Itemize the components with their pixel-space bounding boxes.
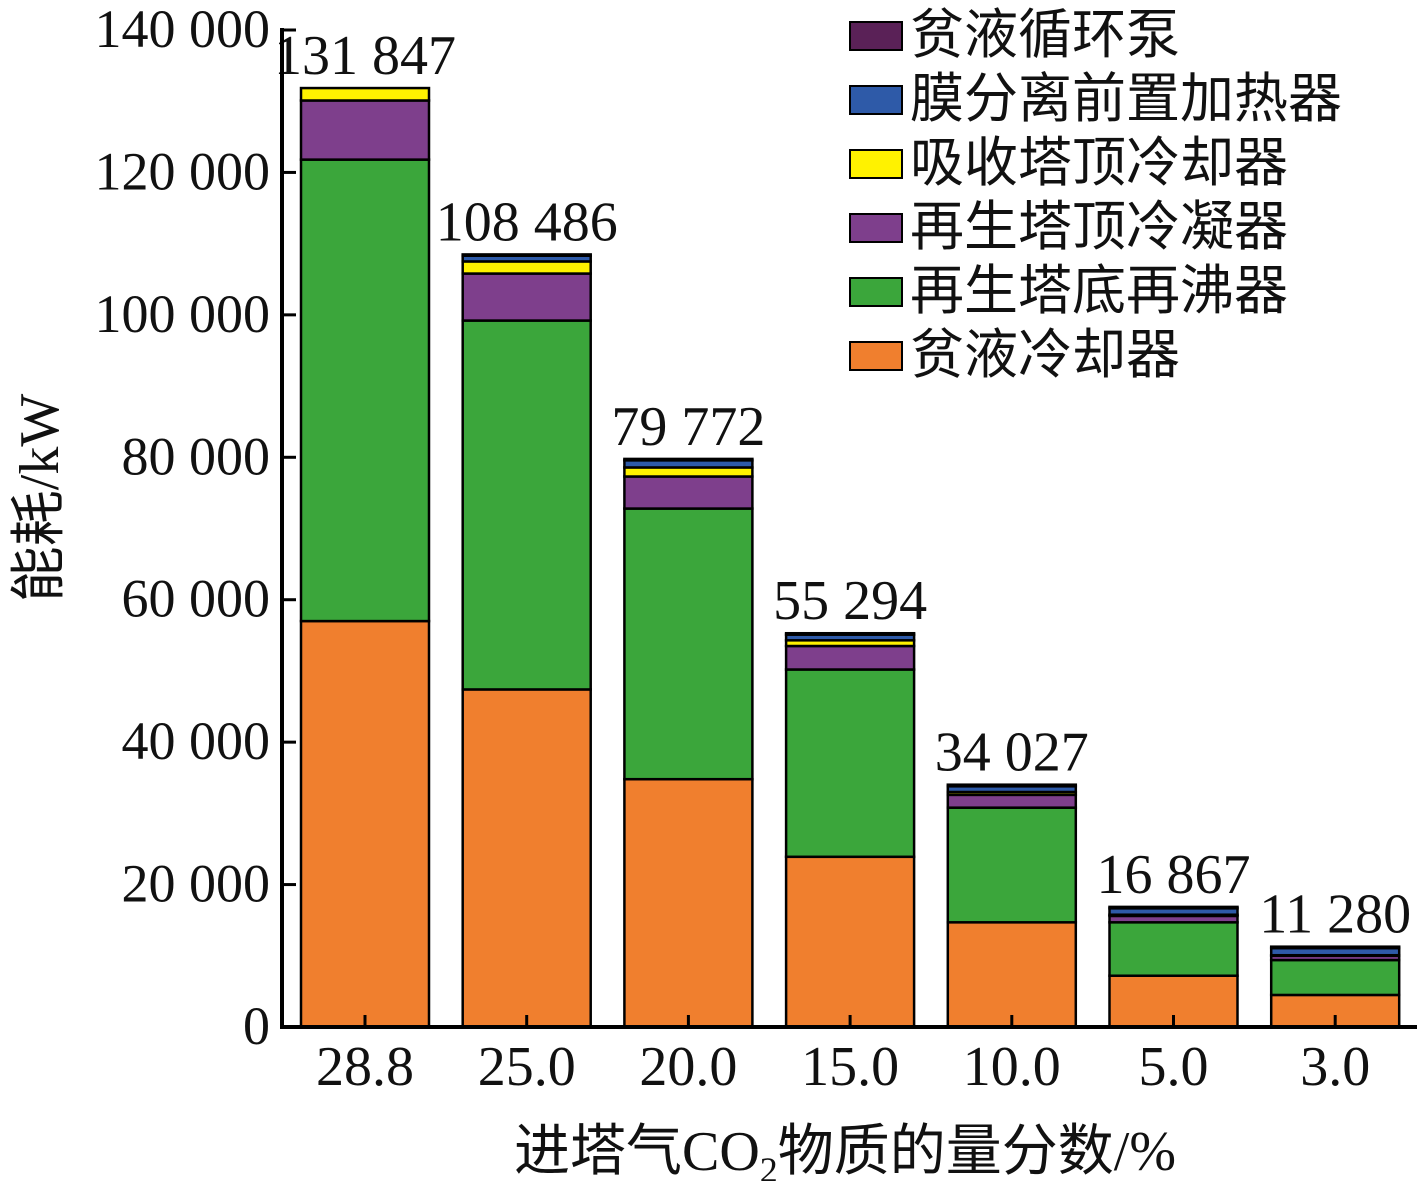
legend-swatch xyxy=(849,85,903,115)
bar-segment xyxy=(461,260,592,275)
x-axis-title: 进塔气CO2物质的量分数/% xyxy=(514,1121,1176,1181)
legend-swatch xyxy=(849,277,903,307)
y-tick-label: 40 000 xyxy=(122,711,271,771)
bar-segment xyxy=(623,777,754,1029)
bar-segment xyxy=(461,253,592,257)
bar-segment xyxy=(461,319,592,691)
y-tick-label: 120 000 xyxy=(95,141,271,201)
x-tick-label: 10.0 xyxy=(963,1036,1061,1098)
bar-segment xyxy=(784,644,916,671)
x-tick-label: 15.0 xyxy=(801,1036,899,1098)
bar-segment xyxy=(623,475,754,510)
y-tick-label: 20 000 xyxy=(122,854,271,914)
bar-segment xyxy=(1269,958,1401,997)
legend-label: 吸收塔顶冷却器 xyxy=(910,133,1288,193)
bar-segment xyxy=(623,466,754,478)
legend-label: 再生塔底再沸器 xyxy=(910,261,1288,321)
bar-segment xyxy=(1108,921,1239,977)
bar-total-label: 34 027 xyxy=(935,722,1089,784)
bar-segment xyxy=(299,158,431,623)
bar-segment xyxy=(946,921,1078,1029)
bar-segment xyxy=(461,272,592,322)
x-axis-title-suffix: 物质的量分数/% xyxy=(778,1121,1176,1181)
bar-total-label: 108 486 xyxy=(436,191,618,253)
legend-swatch xyxy=(849,21,903,51)
y-tick-label: 100 000 xyxy=(95,284,271,344)
bar-segment xyxy=(623,507,754,781)
legend-label: 再生塔顶冷凝器 xyxy=(910,197,1288,257)
bar-total-label: 55 294 xyxy=(773,570,927,632)
x-tick-label: 25.0 xyxy=(478,1036,576,1098)
legend-swatch xyxy=(849,213,903,243)
legend-label: 膜分离前置加热器 xyxy=(910,69,1342,129)
bar-segment xyxy=(1269,945,1401,950)
x-tick-label: 5.0 xyxy=(1139,1036,1209,1098)
bar-segment xyxy=(299,619,431,1029)
bar-total-label: 79 772 xyxy=(611,396,765,458)
bar-segment xyxy=(299,86,431,102)
legend-label: 贫液冷却器 xyxy=(910,325,1180,385)
bar-segment xyxy=(946,783,1078,788)
bar-segment xyxy=(299,99,431,161)
x-axis-title-prefix: 进塔气CO xyxy=(514,1121,760,1181)
legend-swatch xyxy=(849,341,903,371)
bar-total-label: 131 847 xyxy=(274,25,456,87)
x-tick-label: 3.0 xyxy=(1300,1036,1370,1098)
bar-segment xyxy=(623,457,754,462)
legend-swatch xyxy=(849,149,903,179)
bar-segment xyxy=(1108,905,1239,910)
bar-total-label: 16 867 xyxy=(1097,844,1251,906)
y-tick-label: 140 000 xyxy=(95,0,271,59)
bar-segment xyxy=(784,668,916,859)
x-axis-title-subscript: 2 xyxy=(760,1150,778,1181)
x-tick-label: 28.8 xyxy=(316,1036,414,1098)
x-tick-label: 20.0 xyxy=(639,1036,737,1098)
y-tick-label: 60 000 xyxy=(122,569,271,629)
bar-segment xyxy=(461,688,592,1029)
bar-segment xyxy=(946,806,1078,924)
y-tick-label: 80 000 xyxy=(122,426,271,486)
y-axis-title: 能耗/kW xyxy=(9,394,71,603)
bar-segment xyxy=(784,631,916,636)
y-tick-label: 0 xyxy=(243,996,270,1056)
legend-label: 贫液循环泵 xyxy=(910,5,1180,65)
bar-segment xyxy=(784,855,916,1029)
bar-total-label: 11 280 xyxy=(1259,884,1411,946)
bar-segment xyxy=(946,793,1078,809)
